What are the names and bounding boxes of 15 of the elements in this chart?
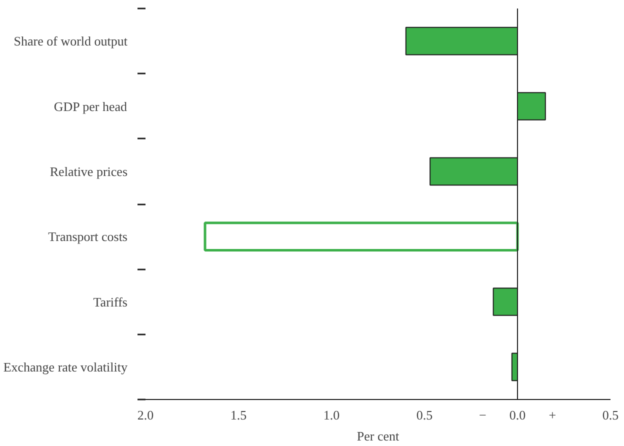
text: + (548, 408, 556, 422)
x-tick-label: 0.0 (509, 408, 526, 422)
y-tick-label: GDP per head (54, 98, 128, 114)
y-tick-label: Share of world output (14, 34, 128, 49)
y-tick-label: Relative prices (50, 164, 128, 179)
x-tick-label: 0.5 (416, 408, 433, 422)
x-tick-label: 1.0 (323, 408, 340, 422)
y-tick-label: Tariffs (93, 294, 128, 310)
y-tick-label: Exchange rate volatility (3, 359, 128, 374)
x-tick-label: 0.5 (602, 408, 619, 422)
text: − (478, 408, 486, 422)
x-tick-label: 2.0 (137, 408, 154, 422)
x-tick-label: 1.5 (230, 408, 247, 422)
y-tick-label: Transport costs (48, 229, 128, 244)
x-axis-title: Per cent (356, 428, 400, 444)
